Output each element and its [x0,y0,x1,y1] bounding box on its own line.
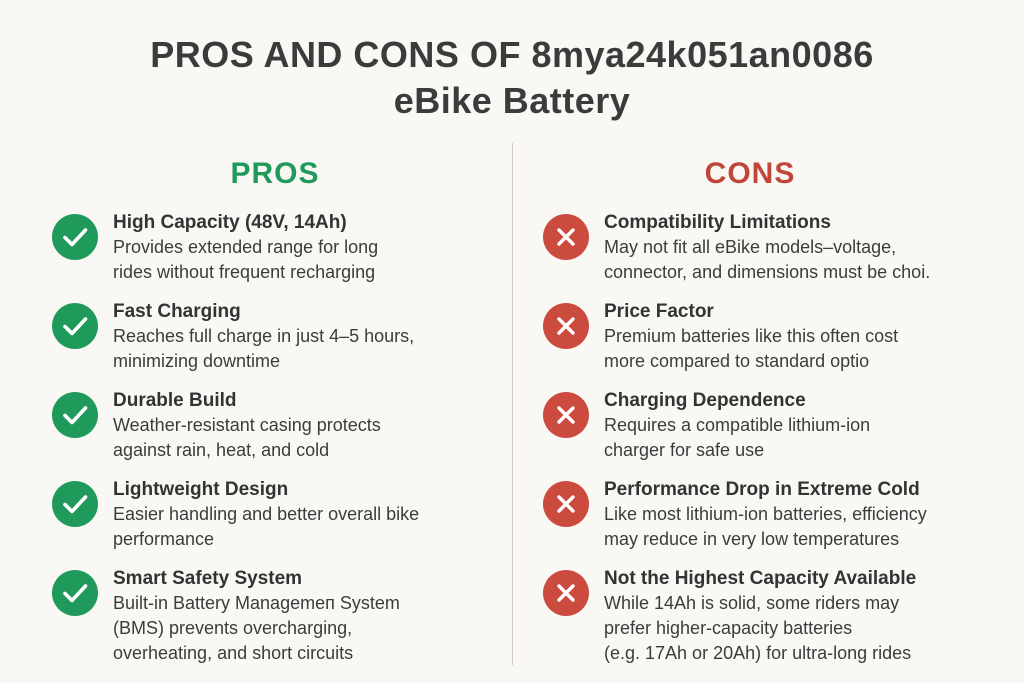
cons-item-description-line: Requires a compatible lithium-ion [604,415,871,435]
pros-item-description: Easier handling and better overall bike p… [113,502,492,552]
cons-item-description-line: more compared to standard optio [604,351,870,371]
pros-item-description-line: against rain, heat, and cold [113,440,330,460]
pros-item-description-line: performance [113,529,215,549]
cons-list: Compatibility Limitations May not fit all… [543,210,1003,663]
cons-item-description-line: may reduce in very low temperatures [604,529,900,549]
cons-item-description-line: May not fit all eBike models–voltage, [604,237,897,257]
pros-item-description-line: Provides extended range for long [113,237,379,257]
pros-item: Fast Charging Reaches full charge in just… [52,299,492,388]
cons-item-title: Not the Highest Capacity Available [604,568,917,589]
x-icon [543,392,589,438]
cons-item-description-line: (e.g. 17Ah or 20Ah) for ultra-long rides [604,643,912,663]
pros-item-description-line: Weather-resistant casing protects [113,415,381,435]
pros-heading: PROS [230,157,320,190]
cons-item: Charging Dependence Requires a compatible… [543,388,1003,477]
pros-item: Smart Safety System Built-in Battery Mana… [52,566,492,663]
cons-item-description: May not fit all eBike models–voltage, con… [604,235,1003,285]
pros-item: High Capacity (48V, 14Ah) Provides extend… [52,210,492,299]
column-divider [512,143,513,665]
x-icon [543,303,589,349]
pros-item-description-line: Reaches full charge in just 4–5 hours, [113,326,415,346]
page-title-line-1: PROS AND CONS OF 8mya24k051an0086 [150,34,874,75]
pros-item-title: Smart Safety System [113,568,303,589]
pros-item-description-line: overheating, and short circuits [113,643,354,663]
pros-item-description-line: minimizing downtime [113,351,281,371]
cons-item-description: While 14Ah is solid, some riders may pref… [604,591,1003,666]
pros-item-description-line: (BMS) prevents overcharging, [113,618,353,638]
cons-item-title: Price Factor [604,301,714,322]
x-icon [543,214,589,260]
pros-item-description: Reaches full charge in just 4–5 hours, mi… [113,324,492,374]
pros-list: High Capacity (48V, 14Ah) Provides extend… [52,210,492,663]
page-title-line-2: eBike Battery [393,80,631,121]
cons-item: Performance Drop in Extreme Cold Like mos… [543,477,1003,566]
pros-item-description: Built-in Battery Managemeп System (BMS) p… [113,591,492,666]
cons-item-description-line: Premium batteries like this often cost [604,326,899,346]
check-icon [52,392,98,438]
pros-item-description-line: Built-in Battery Managemeп System [113,593,400,613]
cons-item: Compatibility Limitations May not fit all… [543,210,1003,299]
check-icon [52,303,98,349]
check-icon [52,570,98,616]
pros-item-title: Lightweight Design [113,479,289,500]
pros-item-description: Weather-resistant casing protects against… [113,413,492,463]
cons-item-title: Compatibility Limitations [604,212,831,233]
pros-item-description-line: Easier handling and better overall bike [113,504,420,524]
cons-item-description: Like most lithium-ion batteries, efficie… [604,502,1003,552]
pros-item: Lightweight Design Easier handling and be… [52,477,492,566]
pros-item-description-line: rides without frequent recharging [113,262,376,282]
pros-item: Durable Build Weather-resistant casing pr… [52,388,492,477]
cons-item-description-line: charger for safe use [604,440,765,460]
cons-item-description: Premium batteries like this often cost mo… [604,324,1003,374]
cons-item: Not the Highest Capacity Available While … [543,566,1003,663]
cons-item: Price Factor Premium batteries like this … [543,299,1003,388]
cons-item-description-line: connector, and dimensions must be choi. [604,262,931,282]
cons-item-title: Performance Drop in Extreme Cold [604,479,920,500]
check-icon [52,481,98,527]
cons-item-title: Charging Dependence [604,390,806,411]
check-icon [52,214,98,260]
x-icon [543,481,589,527]
pros-item-title: High Capacity (48V, 14Ah) [113,212,347,233]
cons-item-description: Requires a compatible lithium-ion charger… [604,413,1003,463]
cons-heading: CONS [704,157,796,190]
cons-item-description-line: prefer higher-capacity batteries [604,618,853,638]
pros-item-title: Durable Build [113,390,237,411]
x-icon [543,570,589,616]
pros-item-description: Provides extended range for long rides wi… [113,235,492,285]
cons-item-description-line: Like most lithium-ion batteries, efficie… [604,504,927,524]
page-title: PROS AND CONS OF 8mya24k051an0086 eBike … [0,32,1024,124]
pros-item-title: Fast Charging [113,301,241,322]
cons-item-description-line: While 14Ah is solid, some riders may [604,593,900,613]
